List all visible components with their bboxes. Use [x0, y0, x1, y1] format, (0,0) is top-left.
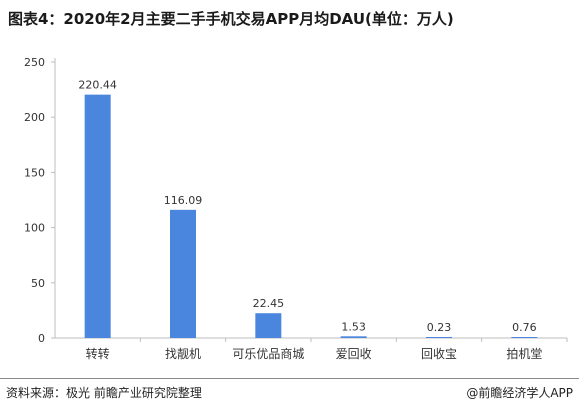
- bar: [170, 209, 196, 338]
- x-tick-label: 转转: [86, 346, 110, 361]
- data-label: 22.45: [253, 297, 285, 310]
- y-tick-label: 50: [31, 277, 45, 290]
- y-tick-label: 100: [24, 222, 45, 235]
- x-tick-label: 爱回收: [336, 347, 372, 361]
- bar: [84, 94, 111, 338]
- y-tick-label: 200: [24, 111, 45, 124]
- brand-credit: @前瞻经济学人APP: [466, 386, 573, 400]
- x-tick-label: 找靓机: [165, 347, 201, 361]
- x-tick-label: 回收宝: [421, 347, 457, 361]
- source-note: 资料来源：极光 前瞻产业研究院整理: [6, 386, 202, 400]
- footer: 资料来源：极光 前瞻产业研究院整理 @前瞻经济学人APP: [0, 378, 579, 405]
- data-label: 1.53: [341, 320, 366, 333]
- data-label: 220.44: [78, 79, 117, 92]
- x-tick-label: 可乐优品商城: [232, 346, 304, 361]
- bar: [426, 337, 452, 338]
- y-tick-label: 150: [24, 166, 45, 179]
- data-label: 116.09: [164, 194, 203, 207]
- y-tick-label: 250: [24, 56, 45, 69]
- bar: [340, 336, 367, 338]
- bar-chart: 0 50 100 150 200 250 220.44 转转 116.09 找靓机 22.45 可乐优…: [24, 56, 568, 361]
- bar: [511, 337, 538, 338]
- chart-title: 图表4：2020年2月主要二手手机交易APP月均DAU(单位：万人): [8, 10, 454, 28]
- data-label: 0.76: [512, 321, 537, 334]
- x-tick-label: 拍机堂: [506, 346, 542, 361]
- data-label: 0.23: [427, 321, 452, 334]
- bar: [255, 313, 282, 338]
- y-tick-label: 0: [38, 332, 45, 345]
